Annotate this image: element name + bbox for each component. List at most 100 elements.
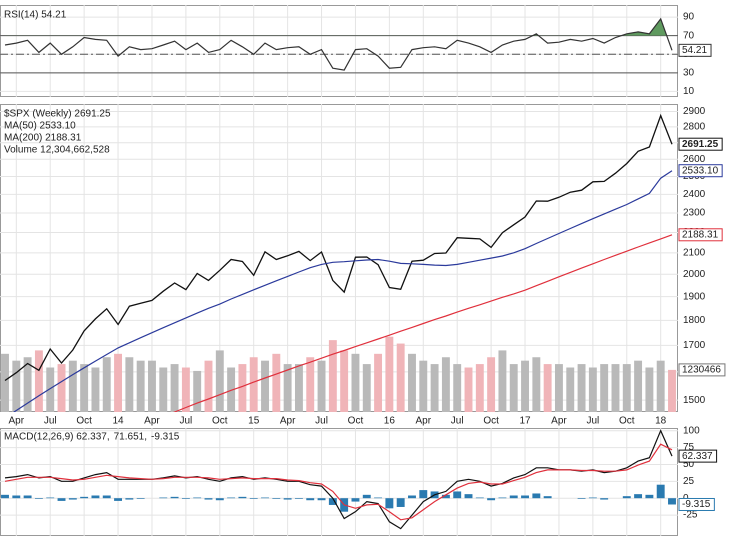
bar bbox=[475, 497, 484, 499]
bar bbox=[91, 367, 100, 412]
bar bbox=[668, 369, 676, 412]
legend-entry: Volume 12,304,662,528 bbox=[4, 145, 110, 156]
end-label: 2188.31 bbox=[682, 229, 719, 240]
y-tick-label: 2400 bbox=[683, 189, 706, 200]
bar bbox=[408, 495, 416, 499]
bar bbox=[385, 336, 394, 412]
bar bbox=[114, 353, 123, 412]
bar bbox=[668, 498, 676, 505]
plot-area bbox=[1, 429, 676, 530]
bar bbox=[475, 364, 484, 412]
x-tick-label: Jul bbox=[586, 416, 599, 427]
bar bbox=[396, 498, 405, 507]
bar bbox=[453, 491, 462, 499]
bar bbox=[351, 353, 360, 412]
bar bbox=[125, 498, 134, 500]
y-tick-label: 2600 bbox=[683, 154, 706, 165]
bar bbox=[136, 498, 145, 499]
bar bbox=[114, 498, 123, 501]
panel-frame bbox=[0, 5, 678, 97]
bar bbox=[193, 370, 202, 412]
legend-entry: MACD(12,26,9) 62.337, bbox=[4, 432, 110, 443]
bar bbox=[351, 498, 360, 502]
bar bbox=[441, 357, 450, 412]
bar bbox=[238, 364, 247, 412]
bar bbox=[181, 367, 190, 412]
bar bbox=[509, 364, 518, 412]
x-tick-label: 14 bbox=[112, 416, 124, 427]
bar bbox=[1, 353, 9, 412]
plot-area bbox=[4, 17, 673, 71]
legend-entry: -9.315 bbox=[151, 432, 180, 443]
end-label-box bbox=[678, 449, 718, 463]
bar bbox=[249, 498, 258, 499]
bar bbox=[215, 350, 224, 412]
end-label: 2691.25 bbox=[682, 139, 719, 150]
bar bbox=[430, 364, 439, 412]
y-tick-label: 70 bbox=[683, 30, 695, 41]
bar bbox=[464, 367, 473, 412]
bar bbox=[441, 494, 450, 499]
end-label-box bbox=[678, 43, 712, 57]
y-tick-label: 2100 bbox=[683, 247, 706, 258]
bar bbox=[521, 495, 529, 499]
y-tick-label: 1500 bbox=[683, 395, 706, 406]
x-tick-label: Apr bbox=[9, 416, 25, 427]
bar bbox=[68, 360, 77, 412]
bar bbox=[170, 496, 179, 499]
legend-entry: MA(200) 2188.31 bbox=[4, 133, 82, 144]
legend-entry: 71.651, bbox=[114, 432, 147, 443]
bar bbox=[340, 350, 349, 412]
bar bbox=[362, 494, 371, 499]
bar bbox=[374, 353, 383, 412]
bar bbox=[294, 364, 303, 412]
series-line bbox=[4, 113, 673, 382]
x-tick-label: Jul bbox=[315, 416, 328, 427]
bar bbox=[12, 495, 21, 499]
bar bbox=[80, 364, 89, 412]
x-tick-label: Oct bbox=[212, 416, 228, 427]
bar bbox=[419, 360, 428, 412]
bar bbox=[487, 357, 496, 412]
bar bbox=[283, 364, 292, 412]
end-label: -9.315 bbox=[682, 499, 711, 510]
y-tick-label: 2900 bbox=[683, 106, 706, 117]
end-label-box bbox=[678, 497, 715, 511]
bar bbox=[317, 360, 326, 412]
legend-entry: RSI(14) 54.21 bbox=[4, 10, 67, 21]
bar bbox=[306, 357, 315, 412]
bar bbox=[102, 495, 111, 499]
bar bbox=[1, 494, 9, 499]
bar bbox=[261, 360, 269, 412]
bar bbox=[294, 498, 303, 499]
plot-area bbox=[1, 113, 676, 412]
bar bbox=[159, 367, 168, 412]
bar bbox=[23, 357, 32, 412]
bar bbox=[656, 484, 665, 499]
bar bbox=[419, 490, 428, 499]
bar bbox=[464, 494, 473, 499]
series-line bbox=[4, 17, 673, 71]
bar bbox=[46, 497, 55, 499]
bar bbox=[12, 360, 21, 412]
bar bbox=[532, 357, 541, 412]
bar bbox=[453, 364, 462, 412]
y-tick-label: 90 bbox=[683, 12, 695, 23]
bar bbox=[588, 367, 597, 412]
panel-frame bbox=[0, 428, 678, 536]
y-tick-label: 10 bbox=[683, 86, 695, 97]
bar bbox=[272, 353, 281, 412]
bar bbox=[645, 367, 654, 412]
bar bbox=[521, 360, 529, 412]
bar bbox=[385, 498, 394, 509]
y-tick-label: 50 bbox=[683, 459, 695, 470]
end-label-box bbox=[678, 363, 726, 377]
bar bbox=[215, 498, 224, 501]
bar bbox=[509, 495, 518, 499]
y-tick-label: 2800 bbox=[683, 121, 706, 132]
bar bbox=[261, 497, 269, 499]
y-tick-label: 25 bbox=[683, 476, 695, 487]
bar bbox=[57, 498, 66, 501]
x-tick-label: Jul bbox=[44, 416, 57, 427]
